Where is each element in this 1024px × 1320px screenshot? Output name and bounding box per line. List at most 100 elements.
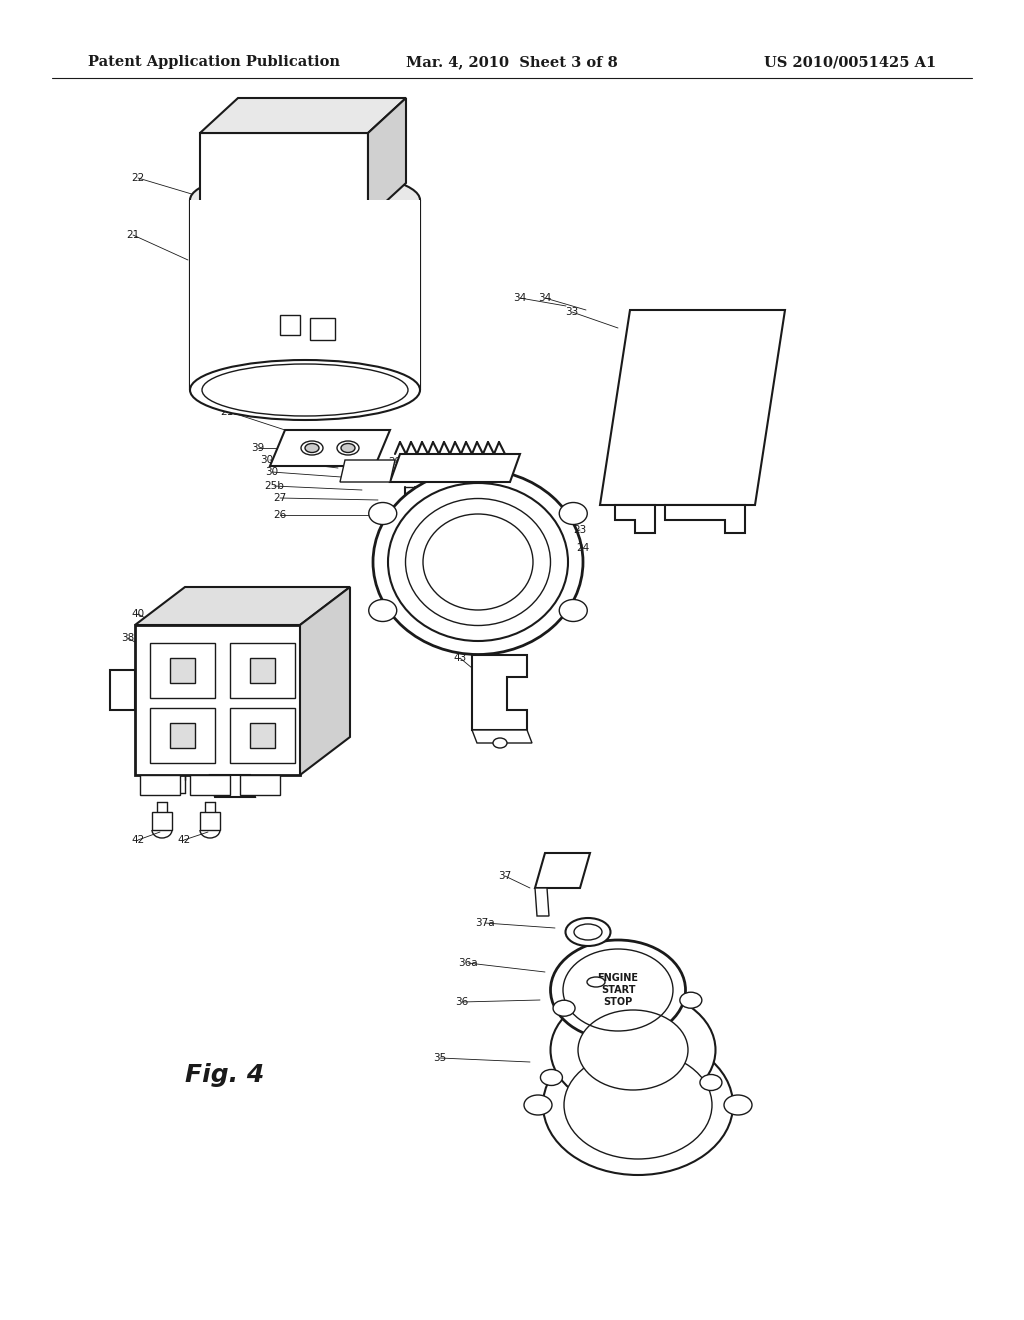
Ellipse shape [551, 940, 685, 1040]
Text: 25b: 25b [264, 480, 284, 491]
Text: 22: 22 [131, 173, 144, 183]
Text: 42: 42 [131, 836, 144, 845]
Bar [190, 201, 420, 389]
Ellipse shape [341, 444, 355, 453]
Ellipse shape [301, 441, 323, 455]
Polygon shape [472, 730, 532, 743]
Ellipse shape [559, 503, 587, 524]
Ellipse shape [337, 441, 359, 455]
Polygon shape [535, 853, 590, 888]
Text: Mar. 4, 2010  Sheet 3 of 8: Mar. 4, 2010 Sheet 3 of 8 [407, 55, 617, 69]
Polygon shape [170, 657, 195, 682]
Polygon shape [615, 506, 655, 533]
Polygon shape [665, 506, 745, 533]
Ellipse shape [202, 364, 408, 416]
Text: 43: 43 [454, 653, 467, 663]
Ellipse shape [190, 170, 420, 230]
Text: 27: 27 [273, 492, 287, 503]
Polygon shape [340, 459, 395, 482]
Ellipse shape [541, 1069, 562, 1085]
Ellipse shape [564, 1051, 712, 1159]
Text: 21a: 21a [220, 407, 240, 417]
Ellipse shape [680, 993, 701, 1008]
Ellipse shape [373, 470, 583, 655]
Text: 36: 36 [456, 997, 469, 1007]
Text: 40: 40 [131, 609, 144, 619]
Text: 40: 40 [301, 624, 314, 635]
Text: 31: 31 [634, 315, 646, 325]
Text: Fig. 4: Fig. 4 [185, 1063, 264, 1086]
Ellipse shape [587, 977, 605, 987]
Polygon shape [152, 812, 172, 830]
Ellipse shape [388, 483, 568, 642]
Polygon shape [150, 708, 215, 763]
Polygon shape [110, 671, 135, 710]
Text: 27: 27 [441, 473, 455, 483]
Ellipse shape [369, 599, 396, 622]
Polygon shape [270, 430, 390, 466]
Text: 23: 23 [573, 525, 587, 535]
Text: 39: 39 [251, 444, 264, 453]
Polygon shape [535, 888, 549, 916]
Text: 37a: 37a [475, 917, 495, 928]
Text: 32: 32 [666, 374, 679, 383]
Polygon shape [200, 98, 406, 133]
Polygon shape [250, 657, 275, 682]
Ellipse shape [574, 924, 602, 940]
Ellipse shape [493, 738, 507, 748]
Polygon shape [230, 708, 295, 763]
Ellipse shape [565, 917, 610, 946]
Text: ENGINE
START
STOP: ENGINE START STOP [597, 973, 639, 1007]
Polygon shape [170, 723, 195, 748]
Polygon shape [200, 133, 368, 218]
Ellipse shape [543, 1035, 733, 1175]
Text: 34: 34 [513, 293, 526, 304]
Ellipse shape [578, 1010, 688, 1090]
Polygon shape [135, 624, 300, 775]
Text: 36a: 36a [458, 958, 478, 968]
Text: 30a: 30a [331, 455, 350, 465]
Text: 38: 38 [122, 634, 134, 643]
Text: 37: 37 [499, 871, 512, 880]
Polygon shape [600, 310, 785, 506]
Ellipse shape [524, 1096, 552, 1115]
Text: 25a: 25a [430, 459, 450, 470]
Ellipse shape [553, 1001, 575, 1016]
Polygon shape [280, 315, 300, 335]
Ellipse shape [551, 990, 716, 1110]
Text: US 2010/0051425 A1: US 2010/0051425 A1 [764, 55, 936, 69]
Ellipse shape [406, 499, 551, 626]
Text: 33: 33 [565, 308, 579, 317]
Polygon shape [240, 775, 280, 795]
Polygon shape [230, 643, 295, 698]
Ellipse shape [724, 1096, 752, 1115]
Polygon shape [250, 723, 275, 748]
Text: 29: 29 [388, 457, 401, 467]
Polygon shape [135, 587, 350, 624]
Polygon shape [150, 643, 215, 698]
Text: 25: 25 [401, 467, 415, 477]
Text: 32: 32 [643, 350, 656, 360]
Polygon shape [140, 775, 180, 795]
Text: 21: 21 [126, 230, 139, 240]
Ellipse shape [559, 599, 587, 622]
Polygon shape [210, 775, 255, 797]
Polygon shape [368, 98, 406, 218]
Text: 42: 42 [177, 836, 190, 845]
Ellipse shape [305, 444, 319, 453]
Text: 26: 26 [273, 510, 287, 520]
Text: 24: 24 [577, 543, 590, 553]
Ellipse shape [190, 360, 420, 420]
Text: 30b: 30b [260, 455, 280, 465]
Text: 30: 30 [265, 467, 279, 477]
Ellipse shape [423, 513, 534, 610]
Polygon shape [472, 655, 527, 730]
Polygon shape [390, 454, 520, 482]
Polygon shape [310, 318, 335, 341]
Polygon shape [300, 587, 350, 775]
Ellipse shape [369, 503, 396, 524]
Ellipse shape [700, 1074, 722, 1090]
Polygon shape [200, 812, 220, 830]
Text: 35: 35 [433, 1053, 446, 1063]
Text: Patent Application Publication: Patent Application Publication [88, 55, 340, 69]
